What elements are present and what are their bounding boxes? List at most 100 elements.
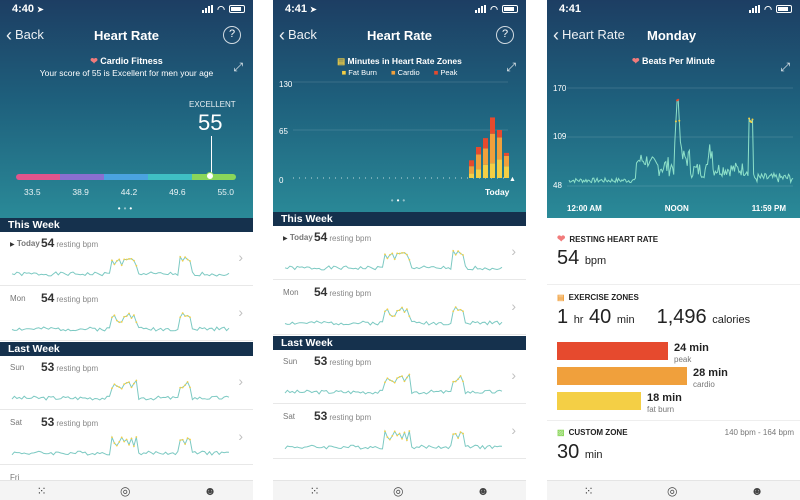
sparkline-zone-point: [401, 252, 403, 254]
sparkline-zone-point: [186, 437, 189, 440]
sparkline-zone-point: [133, 314, 135, 317]
tab-discover-compass-icon[interactable]: ◎: [392, 483, 404, 498]
back-button[interactable]: ‹ Heart Rate: [553, 26, 625, 44]
back-button[interactable]: ‹ Back: [6, 26, 44, 44]
scale-tick: 55.0: [217, 187, 234, 197]
row-day: ▶ Today: [10, 239, 40, 248]
tab-discover-compass-icon[interactable]: ◎: [119, 483, 131, 498]
zone-bar-label: 28 min cardio: [693, 367, 728, 390]
sparkline-zone-point: [130, 257, 133, 260]
sparkline-zone-point: [113, 263, 116, 266]
tab-today-dots-icon[interactable]: ⁙: [36, 483, 47, 498]
list-item[interactable]: Sat 53 resting bpm ›: [0, 411, 253, 465]
divider: [547, 420, 800, 421]
tab-community-icon[interactable]: ☻: [203, 483, 217, 498]
sparkline-zone-point: [393, 381, 396, 384]
help-icon[interactable]: ?: [223, 26, 241, 44]
custom-zone-header: ▨ CUSTOM ZONE 140 bpm - 164 bpm: [557, 428, 794, 437]
page-indicator[interactable]: •••: [117, 204, 136, 213]
sparkline-zone-point: [113, 314, 116, 317]
exercise-zones-section: ▤ EXERCISE ZONES 1 hr 40 min 1,496 calori…: [557, 293, 794, 329]
sparkline-zone-point: [181, 312, 184, 315]
sparkline-zone-point: [391, 315, 394, 318]
tab-discover-compass-icon[interactable]: ◎: [666, 483, 678, 498]
y-tick: 65: [279, 127, 288, 136]
list-item[interactable]: Mon 54 resting bpm ›: [0, 287, 253, 341]
tab-bar: ⁙ ◎ ☻: [547, 480, 800, 500]
sparkline-zone-point: [406, 253, 408, 256]
chart-title: ▤ Minutes in Heart Rate Zones: [273, 56, 526, 67]
sparkline-zone-point: [462, 310, 464, 313]
sparkline-zone-point: [120, 321, 123, 323]
custom-zone-section: ▨ CUSTOM ZONE 140 bpm - 164 bpm 30 min: [557, 428, 794, 464]
status-time: 4:40: [12, 3, 35, 15]
status-time: 4:41: [559, 3, 582, 15]
phone-cardio-fitness: 4:40 ➤ ◠ ‹ Back Heart Rate ? ❤ Cardio Fit…: [0, 0, 253, 500]
bpm-zone-point: [748, 117, 751, 120]
scale-tick: 49.6: [169, 187, 186, 197]
list-item[interactable]: Sun 53 resting bpm ›: [273, 350, 526, 404]
scale-segment: [16, 174, 60, 180]
chart-title: ❤ Beats Per Minute: [547, 56, 800, 67]
y-tick: 48: [553, 181, 562, 190]
sparkline-zone-point: [459, 375, 462, 377]
expand-icon[interactable]: ⤢: [506, 60, 516, 74]
list-item[interactable]: ▶ Today 54 resting bpm ›: [0, 232, 253, 286]
zone-bar-segment: [504, 152, 509, 156]
row-day: Sat: [283, 412, 296, 421]
resting-hr-section: ❤ RESTING HEART RATE 54 bpm: [557, 234, 794, 270]
back-label: Back: [288, 27, 317, 42]
sparkline-zone-point: [452, 310, 455, 313]
section-last-week: Last Week: [0, 342, 253, 356]
list-item[interactable]: Sat 53 resting bpm ›: [273, 405, 526, 459]
tab-today-dots-icon[interactable]: ⁙: [583, 483, 594, 498]
sparkline-zone-point: [388, 313, 391, 316]
sparkline-zone-point: [120, 436, 123, 439]
sparkline-zone-point: [388, 438, 391, 441]
tab-community-icon[interactable]: ☻: [750, 483, 764, 498]
sparkline-trace: [11, 312, 230, 332]
sparkline-zone-point: [403, 380, 406, 383]
list-item[interactable]: ▶ Today 54 resting bpm ›: [273, 226, 526, 280]
tab-today-dots-icon[interactable]: ⁙: [309, 483, 320, 498]
y-tick: 130: [279, 80, 293, 89]
bpm-zone-point: [750, 121, 753, 124]
sparkline-zone-point: [179, 255, 182, 258]
sparkline-zone-point: [128, 312, 130, 315]
sparkline-zone-point: [118, 321, 121, 324]
zone-bar-segment: [483, 164, 488, 178]
sparkline-zone-point: [396, 434, 399, 437]
sparkline: [284, 306, 503, 326]
zone-bar-segment: [504, 166, 509, 178]
expand-icon[interactable]: ⤢: [233, 60, 243, 74]
card-subtitle: Your score of 55 is Excellent for men yo…: [39, 68, 214, 78]
sparkline-zone-point: [111, 316, 113, 319]
tab-community-icon[interactable]: ☻: [476, 483, 490, 498]
back-button[interactable]: ‹ Back: [279, 24, 317, 45]
chevron-right-icon: ›: [511, 367, 516, 383]
chevron-right-icon: ›: [511, 243, 516, 259]
chevron-left-icon: ‹: [279, 24, 285, 45]
sparkline-zone-point: [130, 386, 133, 389]
sparkline-zone-point: [386, 257, 389, 260]
help-icon[interactable]: ?: [496, 26, 514, 44]
sparkline-zone-point: [111, 259, 113, 262]
zone-bar-segment: [490, 117, 495, 134]
section-this-week: This Week: [0, 218, 253, 232]
sparkline-zone-point: [459, 431, 462, 434]
y-tick: 109: [553, 132, 567, 141]
custom-zone-value: 30 min: [557, 441, 603, 463]
sparkline-zone-point: [393, 315, 396, 317]
page-indicator[interactable]: •••: [390, 196, 409, 205]
expand-icon[interactable]: ⤢: [780, 60, 790, 74]
heart-icon: ❤: [90, 56, 98, 66]
sparkline-zone-point: [179, 439, 182, 442]
zone-bar-segment: [469, 173, 474, 178]
row-day: Sun: [10, 363, 25, 372]
sparkline: [11, 312, 230, 332]
today-marker: ▲: [509, 176, 516, 183]
list-item[interactable]: Mon 54 resting bpm ›: [273, 281, 526, 335]
list-item[interactable]: Sun 53 resting bpm ›: [0, 356, 253, 410]
sparkline: [11, 255, 230, 277]
wifi-icon: ◠: [764, 3, 772, 14]
